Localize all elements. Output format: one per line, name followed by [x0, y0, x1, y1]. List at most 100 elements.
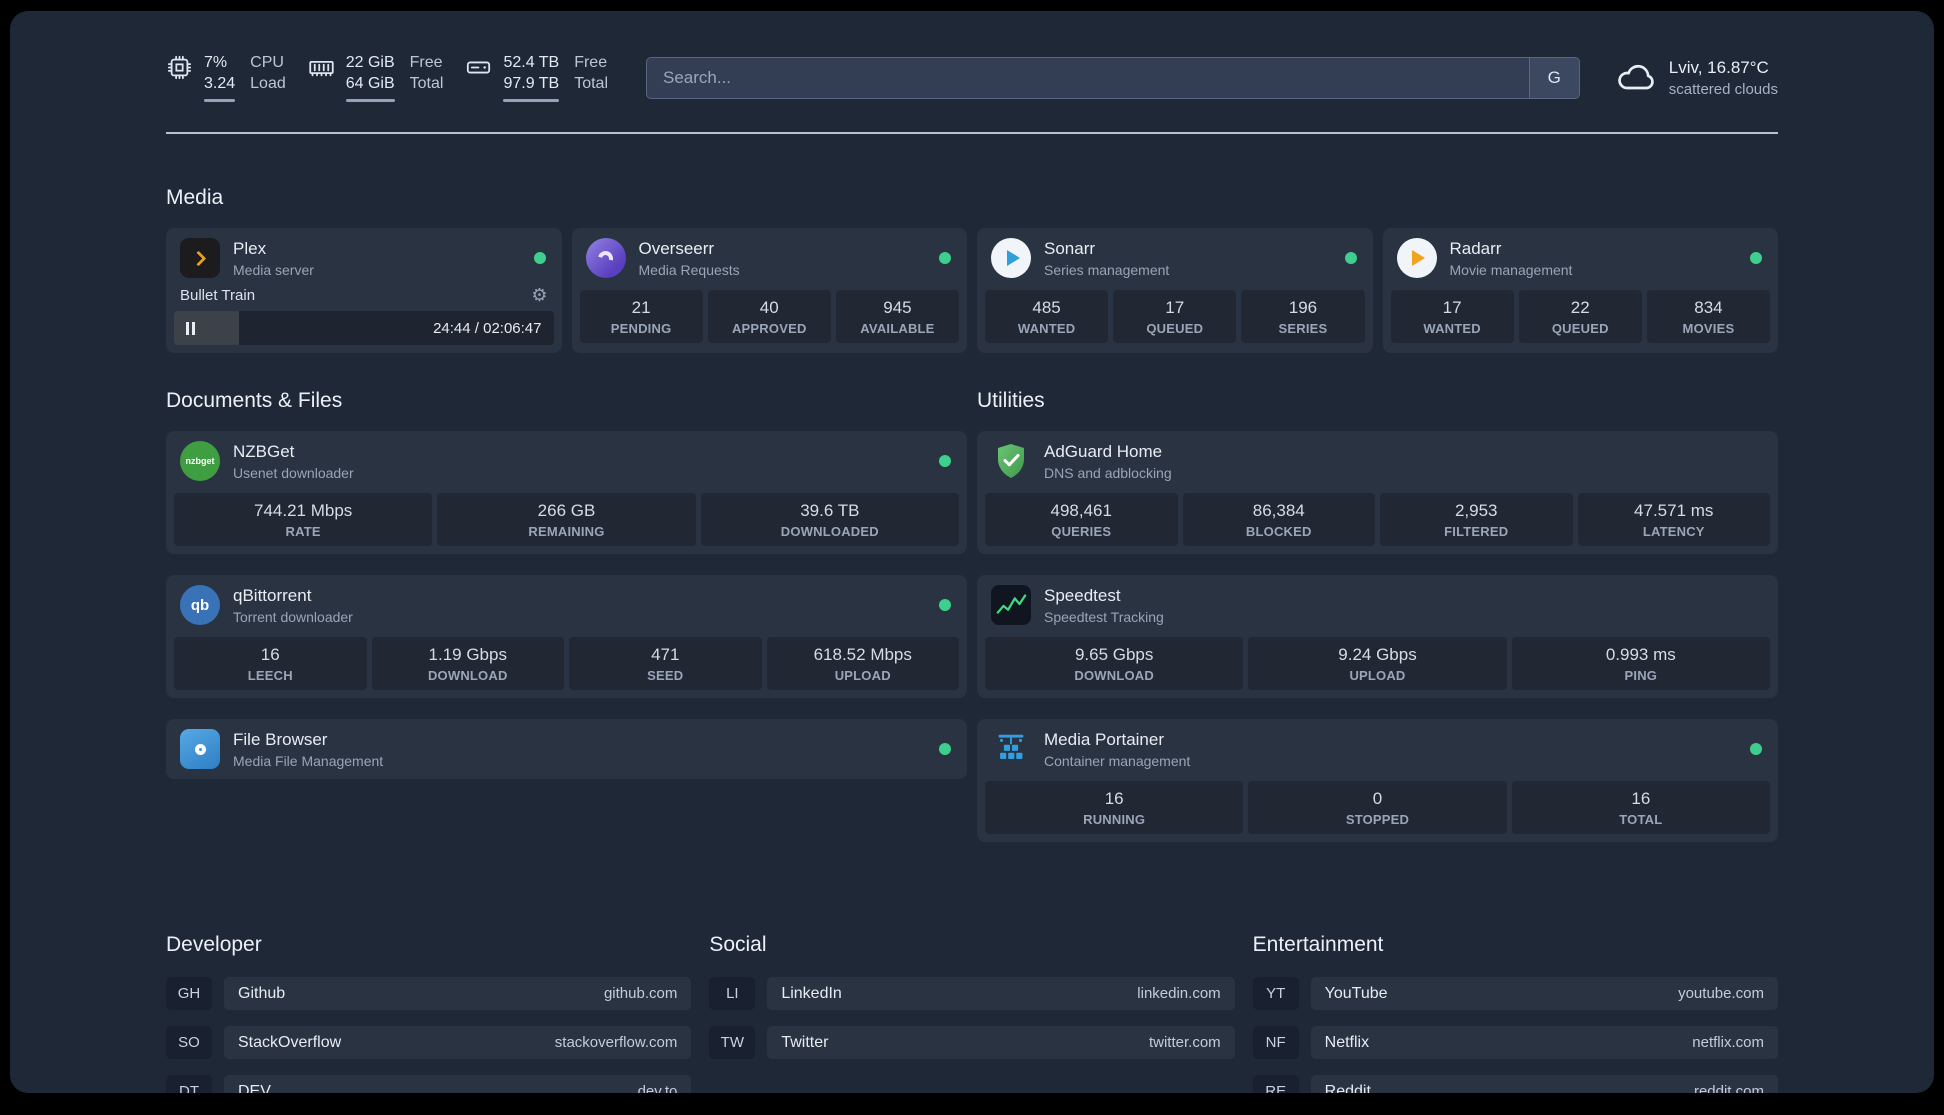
status-dot — [939, 599, 951, 611]
stat-value: 0.993 ms — [1605, 645, 1676, 664]
bookmark-reddit[interactable]: RE Reddit reddit.com — [1252, 1075, 1778, 1093]
dashboard: 7% CPU 3.24 Load 22 GiB Fre — [10, 11, 1934, 1093]
service-link-filebrowser[interactable]: File Browser Media File Management — [166, 719, 967, 779]
stat-label: DOWNLOAD — [427, 668, 508, 683]
stats-row: 16 LEECH 1.19 Gbps DOWNLOAD 471 SEED 6 — [166, 635, 967, 698]
service-link-adguard[interactable]: AdGuard Home DNS and adblocking — [977, 431, 1778, 491]
bookmark-domain: dev.to — [637, 1083, 678, 1093]
stat-label: QUERIES — [1051, 524, 1112, 539]
service-title: Media Portainer — [1044, 729, 1165, 749]
status-dot — [939, 455, 951, 467]
cpu-load-label: Load — [250, 75, 286, 92]
stat-label: FILTERED — [1444, 524, 1509, 539]
stat-series: 196 SERIES — [1241, 290, 1365, 343]
stat-label: RATE — [285, 524, 321, 539]
player-progress-bar[interactable]: 24:44 / 02:06:47 — [174, 311, 554, 345]
stat-wanted: 485 WANTED — [985, 290, 1109, 343]
stat-queued: 17 QUEUED — [1113, 290, 1237, 343]
now-playing-title: Bullet Train — [180, 286, 256, 304]
stat-leech: 16 LEECH — [174, 637, 367, 690]
bookmark-domain: github.com — [603, 985, 678, 1002]
status-dot — [1750, 743, 1762, 755]
stat-filtered: 2,953 FILTERED — [1380, 493, 1573, 546]
bookmark-github[interactable]: GH Github github.com — [166, 977, 692, 1010]
stat-downloaded: 39.6 TB DOWNLOADED — [700, 493, 959, 546]
service-link-portainer[interactable]: Media Portainer Container management — [977, 719, 1778, 779]
search-input[interactable] — [647, 57, 1529, 98]
stat-value: 834 — [1694, 298, 1723, 317]
stat-label: PING — [1624, 668, 1658, 683]
speedtest-icon — [991, 585, 1031, 625]
stat-label: WANTED — [1017, 321, 1076, 336]
documents-column: Documents & Files nzbget NZBGet Usenet d… — [166, 389, 967, 863]
service-card-adguard: AdGuard Home DNS and adblocking 498,461 … — [977, 431, 1778, 554]
filebrowser-icon — [180, 729, 220, 769]
bookmark-abbr: TW — [709, 1026, 756, 1059]
stat-wanted: 17 WANTED — [1390, 290, 1514, 343]
plex-icon — [180, 238, 220, 278]
bookmark-abbr: GH — [166, 977, 212, 1010]
bookmark-name: LinkedIn — [781, 984, 842, 1002]
top-bar: 7% CPU 3.24 Load 22 GiB Fre — [166, 53, 1778, 102]
dashboard-content: 7% CPU 3.24 Load 22 GiB Fre — [166, 11, 1778, 1093]
gear-icon[interactable]: ⚙ — [531, 285, 548, 305]
stat-value: 0 — [1372, 789, 1383, 808]
bookmark-stackoverflow[interactable]: SO StackOverflow stackoverflow.com — [166, 1026, 692, 1059]
bookmark-group-developer: Developer GH Github github.com SO StackO… — [166, 933, 692, 1093]
stat-label: APPROVED — [731, 321, 807, 336]
cloud-icon — [1616, 58, 1656, 98]
search-provider-button[interactable]: G — [1528, 57, 1579, 98]
section-title-media: Media — [166, 186, 224, 209]
service-link-plex[interactable]: Plex Media server — [166, 228, 562, 288]
status-dot — [1344, 252, 1357, 264]
service-card-nzbget: nzbget NZBGet Usenet downloader 744.21 M… — [166, 431, 967, 554]
stat-value: 744.21 Mbps — [254, 501, 353, 520]
service-title: AdGuard Home — [1044, 441, 1163, 461]
service-title: Sonarr — [1044, 238, 1096, 258]
bookmark-dev[interactable]: DT DEV dev.to — [166, 1075, 692, 1093]
bookmark-twitter[interactable]: TW Twitter twitter.com — [709, 1026, 1235, 1059]
bookmark-name: Github — [238, 984, 286, 1002]
weather-condition: scattered clouds — [1668, 80, 1778, 98]
stats-row: 498,461 QUERIES 86,384 BLOCKED 2,953 FIL… — [977, 491, 1778, 554]
pause-button[interactable] — [186, 321, 195, 335]
service-link-speedtest[interactable]: Speedtest Speedtest Tracking — [977, 575, 1778, 635]
stat-label: DOWNLOADED — [780, 524, 879, 539]
bookmark-linkedin[interactable]: LI LinkedIn linkedin.com — [709, 977, 1235, 1010]
stats-row: 9.65 Gbps DOWNLOAD 9.24 Gbps UPLOAD 0.99… — [977, 635, 1778, 698]
service-link-qbittorrent[interactable]: qb qBittorrent Torrent downloader — [166, 575, 967, 635]
service-title: Plex — [233, 238, 267, 258]
bookmark-abbr: DT — [166, 1075, 212, 1093]
service-card-qbittorrent: qb qBittorrent Torrent downloader 16 LEE… — [166, 575, 967, 698]
cpu-usage-value: 7% — [204, 54, 228, 71]
bookmark-youtube[interactable]: YT YouTube youtube.com — [1252, 977, 1778, 1010]
bookmark-netflix[interactable]: NF Netflix netflix.com — [1252, 1026, 1778, 1059]
stat-label: REMAINING — [528, 524, 605, 539]
service-link-overseerr[interactable]: Overseerr Media Requests — [572, 228, 968, 288]
radarr-icon — [1396, 238, 1437, 278]
stat-movies: 834 MOVIES — [1646, 290, 1771, 343]
service-subtitle: Usenet downloader — [233, 464, 354, 481]
stats-row: 744.21 Mbps RATE 266 GB REMAINING 39.6 T… — [166, 491, 967, 554]
service-card-filebrowser: File Browser Media File Management — [166, 719, 967, 779]
service-subtitle: Series management — [1044, 261, 1170, 278]
stat-label: RUNNING — [1083, 812, 1146, 827]
stat-total: 16 TOTAL — [1511, 781, 1770, 834]
bookmark-domain: linkedin.com — [1137, 985, 1221, 1002]
stat-value: 39.6 TB — [800, 501, 860, 520]
service-card-speedtest: Speedtest Speedtest Tracking 9.65 Gbps D… — [977, 575, 1778, 698]
stat-queued: 22 QUEUED — [1518, 290, 1642, 343]
stat-value: 266 GB — [537, 501, 596, 520]
service-link-radarr[interactable]: Radarr Movie management — [1383, 228, 1779, 288]
service-link-nzbget[interactable]: nzbget NZBGet Usenet downloader — [166, 431, 967, 491]
memory-free-value: 22 GiB — [345, 54, 395, 71]
stats-row: 21 PENDING 40 APPROVED 945 AVAILABLE — [572, 288, 968, 351]
service-link-sonarr[interactable]: Sonarr Series management — [977, 228, 1373, 288]
disk-free-value: 52.4 TB — [503, 54, 560, 71]
adguard-icon — [991, 441, 1031, 481]
stat-label: PENDING — [610, 321, 672, 336]
service-card-radarr: Radarr Movie management 17 WANTED 22 QUE… — [1382, 228, 1779, 353]
service-title: Radarr — [1449, 238, 1502, 258]
stat-approved: 40 APPROVED — [707, 290, 831, 343]
stats-row: 17 WANTED 22 QUEUED 834 MOVIES — [1383, 288, 1779, 351]
